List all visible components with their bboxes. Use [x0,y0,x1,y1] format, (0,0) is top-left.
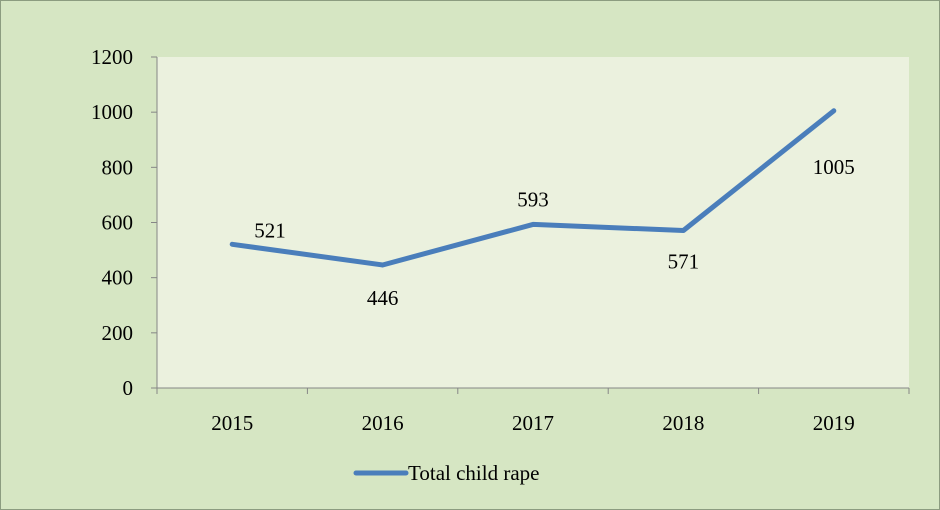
x-tick-label: 2019 [813,411,855,435]
y-tick-label: 600 [102,211,134,235]
y-tick-label: 1200 [91,45,133,69]
x-axis-ticks: 2015 2016 2017 2018 2019 [156,388,910,435]
data-label: 446 [367,286,399,310]
data-label: 521 [254,218,286,242]
data-labels: 521 446 593 571 1005 [254,155,855,310]
y-tick-label: 200 [102,321,134,345]
legend-label: Total child rape [408,461,539,485]
data-label: 571 [668,249,700,273]
x-tick-label: 2015 [211,411,253,435]
x-tick-label: 2016 [362,411,404,435]
y-axis-ticks: 0 200 400 600 800 1000 1200 [91,45,157,400]
x-tick-label: 2017 [512,411,554,435]
series-line [229,108,837,268]
x-tick-label: 2018 [662,411,704,435]
series-layer [229,108,837,268]
data-label: 1005 [813,155,855,179]
y-tick-label: 800 [102,155,134,179]
y-tick-label: 0 [123,376,134,400]
y-tick-label: 1000 [91,100,133,124]
y-tick-label: 400 [102,266,134,290]
data-label: 593 [517,187,549,211]
legend: Total child rape [353,461,539,485]
